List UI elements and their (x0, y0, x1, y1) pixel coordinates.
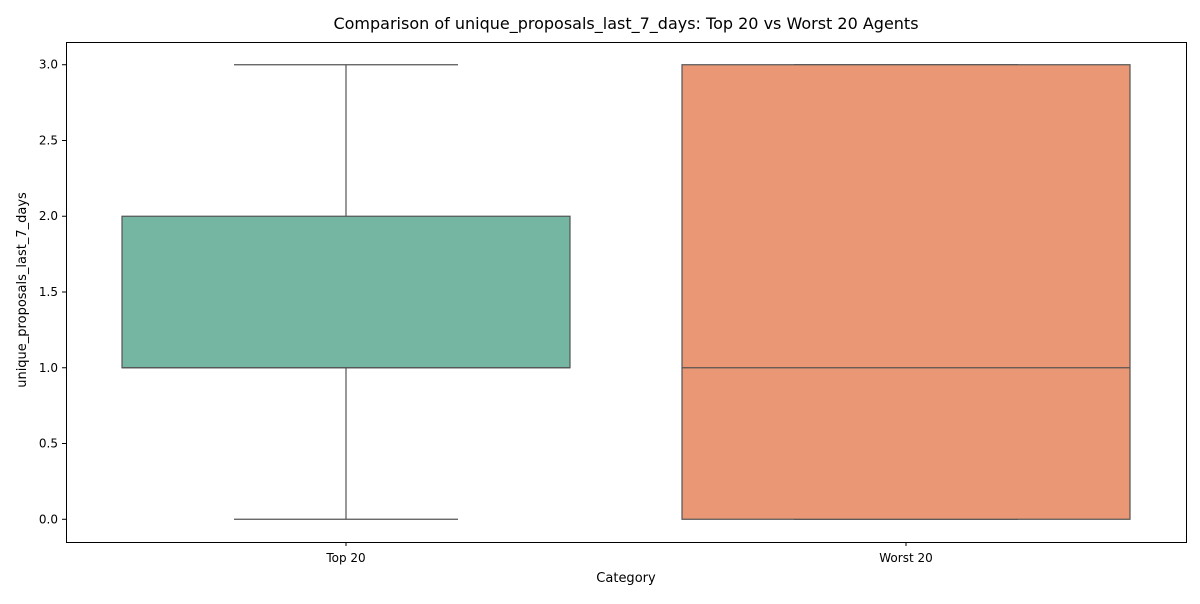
chart-title: Comparison of unique_proposals_last_7_da… (333, 14, 918, 34)
plot-area-frame (66, 42, 1187, 543)
y-tick-label: 2.5 (39, 133, 58, 147)
box-group (121, 64, 571, 520)
y-tick-label: 3.0 (39, 58, 58, 72)
y-tick-label: 1.5 (39, 285, 58, 299)
y-tick-label: 0.5 (39, 437, 58, 451)
box-iqr (681, 64, 1131, 520)
box-group (681, 64, 1131, 520)
x-axis-label: Category (596, 571, 656, 586)
box-iqr (121, 215, 571, 369)
y-axis-label: unique_proposals_last_7_days (15, 192, 30, 388)
y-tick-label: 2.0 (39, 209, 58, 223)
y-axis-ticks: 0.0 0.5 1.0 1.5 2.0 2.5 3.0 (39, 58, 66, 526)
x-axis-ticks: Top 20 Worst 20 (325, 542, 933, 565)
x-tick-label: Worst 20 (879, 551, 932, 565)
x-tick-label: Top 20 (325, 551, 365, 565)
boxes-layer (121, 64, 1131, 520)
y-tick-label: 1.0 (39, 361, 58, 375)
y-tick-label: 0.0 (39, 512, 58, 526)
